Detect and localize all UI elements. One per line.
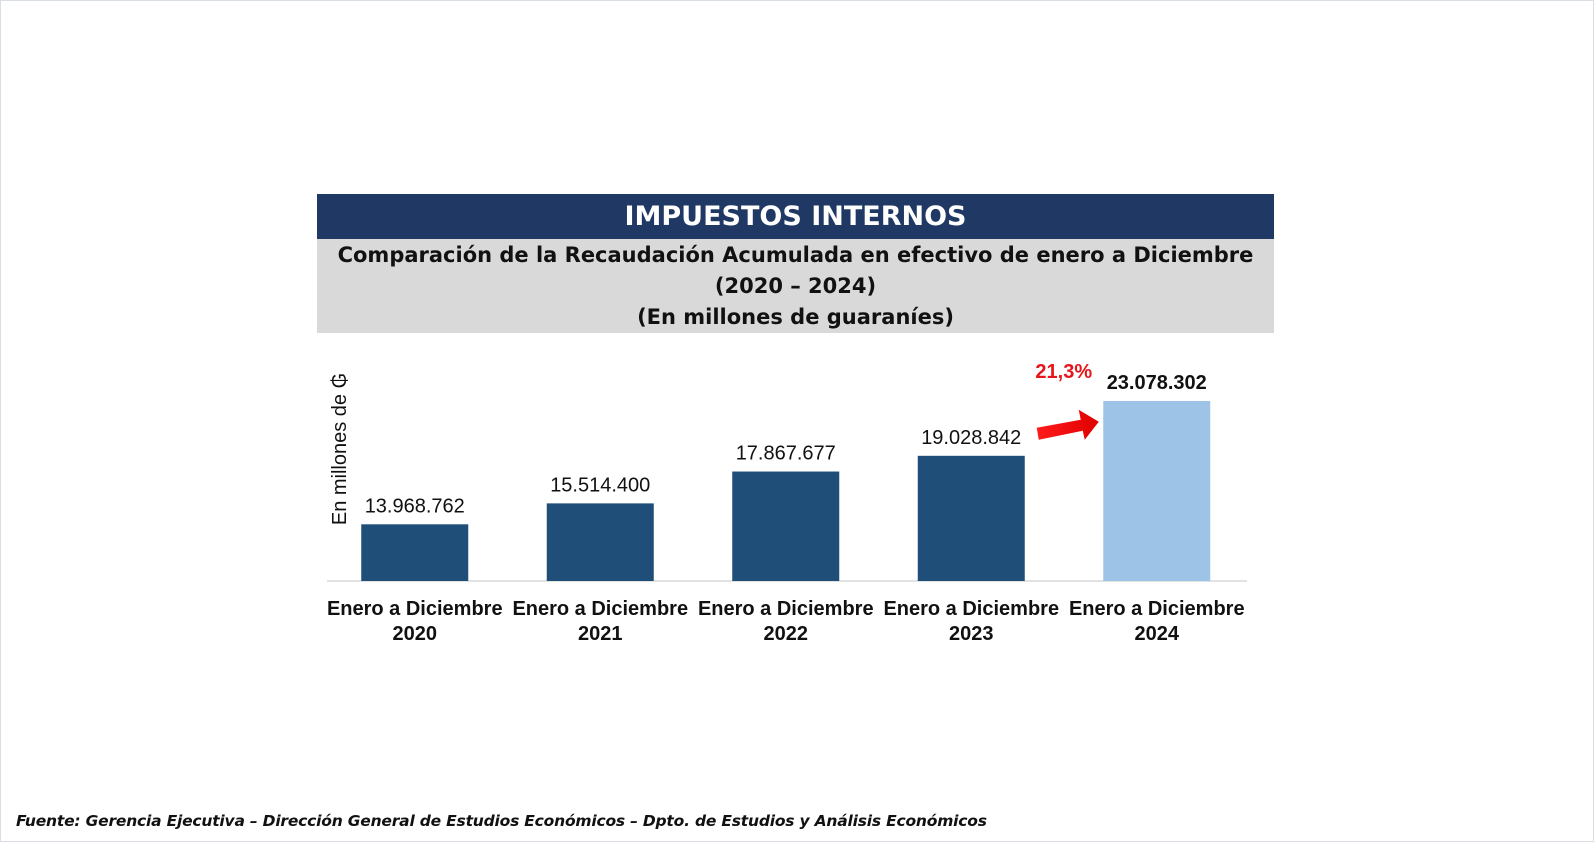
bar-2022	[732, 471, 840, 581]
x-tick-year-2024: 2024	[1135, 623, 1180, 645]
bar-2023	[917, 455, 1025, 581]
x-tick-year-2021: 2021	[578, 623, 623, 645]
y-axis-label: En millones de ₲	[329, 373, 351, 525]
chart-subtitle-line-2: (2020 – 2024)	[714, 274, 877, 298]
x-tick-label-2024: Enero a Diciembre	[1069, 598, 1245, 620]
x-tick-year-2023: 2023	[949, 623, 994, 645]
x-tick-year-2022: 2022	[764, 623, 809, 645]
x-tick-label-2023: Enero a Diciembre	[883, 598, 1059, 620]
data-label-2022: 17.867.677	[736, 443, 836, 465]
chart-subtitle-band: Comparación de la Recaudación Acumulada …	[317, 239, 1274, 333]
data-label-2021: 15.514.400	[550, 474, 650, 496]
growth-arrow-icon	[1036, 409, 1099, 440]
source-footnote: Fuente: Gerencia Ejecutiva – Dirección G…	[16, 812, 987, 830]
x-tick-label-2022: Enero a Diciembre	[698, 598, 874, 620]
chart-title-band: IMPUESTOS INTERNOS	[317, 194, 1274, 239]
x-tick-year-2020: 2020	[393, 623, 438, 645]
chart-subtitle-line-1: Comparación de la Recaudación Acumulada …	[337, 243, 1254, 267]
x-tick-label-2020: Enero a Diciembre	[327, 598, 503, 620]
bar-chart: 13.968.762 Enero a Diciembre 2020 15.514.40…	[327, 361, 1247, 645]
bar-2020	[361, 524, 469, 581]
x-tick-label-2021: Enero a Diciembre	[512, 598, 688, 620]
chart-title: IMPUESTOS INTERNOS	[624, 201, 967, 232]
chart-subtitle-line-3: (En millones de guaraníes)	[637, 305, 954, 329]
data-label-2023: 19.028.842	[921, 427, 1021, 449]
bar-2024	[1103, 401, 1211, 581]
bar-2021	[546, 503, 654, 581]
data-label-2024: 23.078.302	[1107, 372, 1207, 394]
growth-percentage-label: 21,3%	[1035, 361, 1092, 383]
data-label-2020: 13.968.762	[365, 495, 465, 517]
